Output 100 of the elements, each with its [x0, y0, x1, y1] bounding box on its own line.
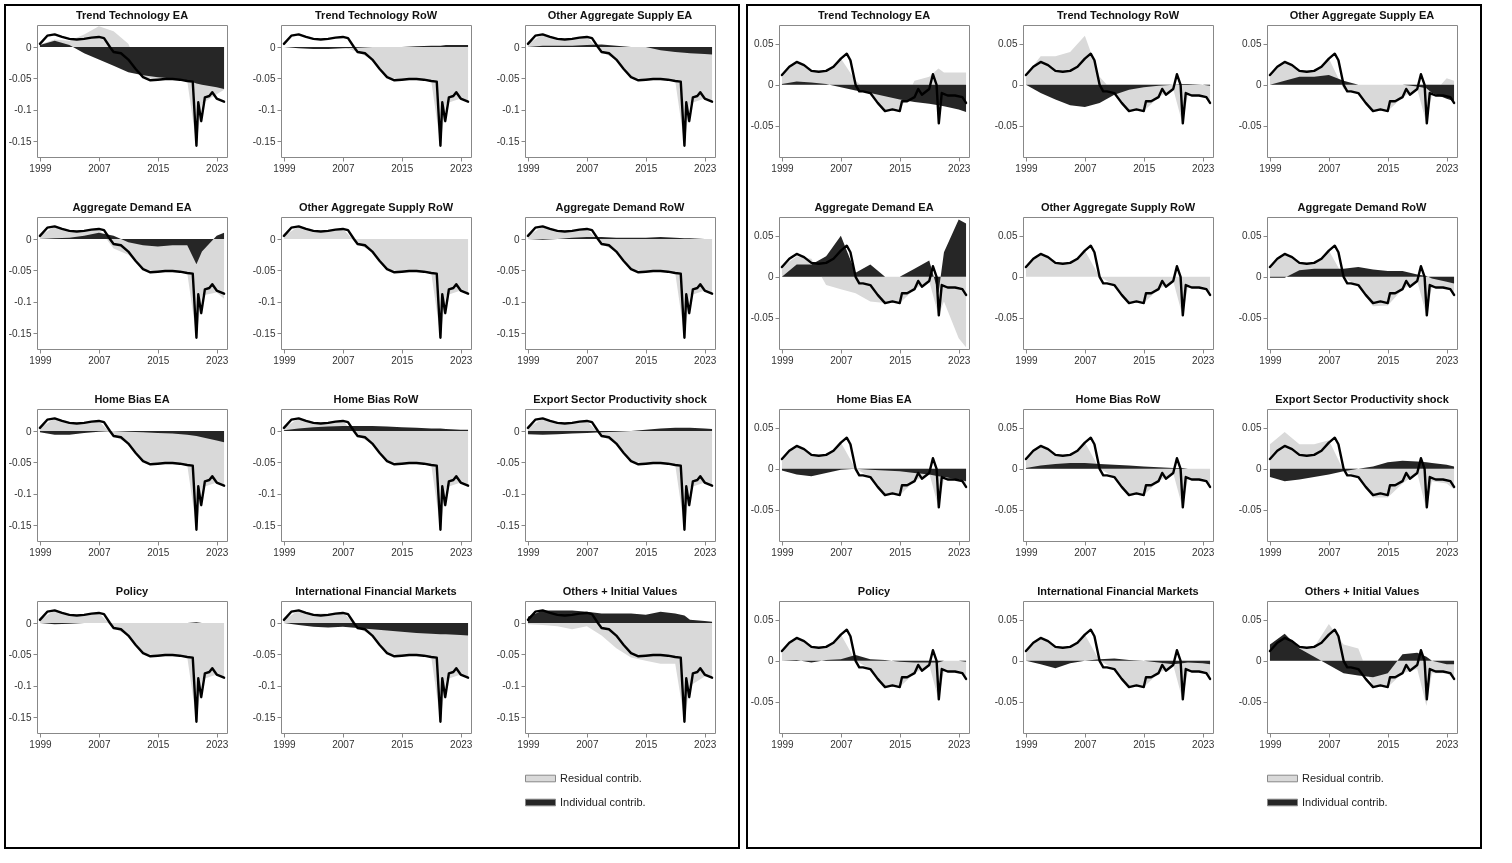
- x-tick-label: 2023: [694, 354, 717, 366]
- y-tick-label: -0.05: [252, 648, 276, 660]
- x-tick-label: 2015: [391, 738, 414, 750]
- x-tick-label: 1999: [273, 738, 297, 750]
- x-tick-label: 2023: [948, 354, 971, 366]
- y-tick-label: 0.05: [998, 38, 1018, 50]
- x-tick-label: 2023: [1436, 546, 1459, 558]
- y-tick-label: 0: [1255, 79, 1262, 91]
- y-tick-label: 0: [269, 617, 276, 629]
- x-tick-label: 1999: [1259, 354, 1283, 366]
- y-tick-label: -0.1: [502, 488, 520, 500]
- y-tick-label: -0.15: [8, 135, 32, 147]
- x-tick-label: 2015: [1377, 162, 1400, 174]
- y-tick-label: 0: [269, 425, 276, 437]
- y-tick-label: -0.05: [994, 504, 1018, 516]
- x-tick-label: 2015: [147, 738, 170, 750]
- y-tick-label: 0: [1255, 463, 1262, 475]
- x-tick-label: 1999: [771, 162, 795, 174]
- x-tick-label: 2007: [332, 162, 355, 174]
- y-tick-label: -0.05: [1238, 504, 1262, 516]
- chart-title: Other Aggregate Supply RoW: [298, 201, 454, 213]
- x-tick-label: 2023: [948, 738, 971, 750]
- chart-title: Trend Technology EA: [75, 9, 189, 21]
- chart-title: International Financial Markets: [295, 585, 457, 597]
- chart-title: Home Bias RoW: [333, 393, 420, 405]
- x-tick-label: 2015: [1377, 546, 1400, 558]
- x-tick-label: 2007: [88, 738, 111, 750]
- y-tick-label: -0.1: [258, 296, 276, 308]
- x-tick-label: 2007: [1074, 162, 1097, 174]
- x-tick-label: 1999: [29, 354, 53, 366]
- x-tick-label: 1999: [273, 546, 297, 558]
- legend-label: Residual contrib.: [560, 771, 642, 784]
- x-tick-label: 2023: [450, 738, 473, 750]
- x-tick-label: 2023: [450, 354, 473, 366]
- y-tick-label: -0.05: [496, 72, 520, 84]
- x-tick-label: 1999: [517, 162, 541, 174]
- y-tick-label: -0.05: [8, 264, 32, 276]
- x-tick-label: 2015: [391, 162, 414, 174]
- x-tick-label: 2015: [1133, 354, 1156, 366]
- y-tick-label: -0.1: [14, 680, 32, 692]
- y-tick-label: 0.05: [998, 614, 1018, 626]
- y-tick-label: 0: [1255, 655, 1262, 667]
- y-tick-label: 0.05: [754, 614, 774, 626]
- y-tick-label: -0.1: [502, 104, 520, 116]
- x-tick-label: 1999: [517, 738, 541, 750]
- legend-label: Individual contrib.: [1302, 795, 1388, 808]
- x-tick-label: 2007: [1074, 738, 1097, 750]
- chart-title: Other Aggregate Supply RoW: [1040, 201, 1196, 213]
- x-tick-label: 1999: [1259, 162, 1283, 174]
- y-tick-label: 0.05: [1242, 230, 1262, 242]
- y-tick-label: -0.1: [14, 104, 32, 116]
- x-tick-label: 2015: [147, 162, 170, 174]
- y-tick-label: -0.1: [258, 488, 276, 500]
- x-tick-label: 2023: [1436, 162, 1459, 174]
- y-tick-label: -0.05: [252, 72, 276, 84]
- chart-title: Aggregate Demand EA: [814, 201, 934, 213]
- y-tick-label: -0.15: [8, 519, 32, 531]
- x-tick-label: 2015: [889, 162, 912, 174]
- y-tick-label: 0: [1255, 271, 1262, 283]
- x-tick-label: 2015: [1377, 354, 1400, 366]
- x-tick-label: 2023: [1436, 738, 1459, 750]
- y-tick-label: -0.05: [994, 696, 1018, 708]
- chart-title: Trend Technology RoW: [1056, 9, 1180, 21]
- chart-title: Others + Initial Values: [1304, 585, 1420, 597]
- x-tick-label: 2015: [147, 354, 170, 366]
- x-tick-label: 2023: [1192, 162, 1215, 174]
- y-tick-label: -0.15: [252, 519, 276, 531]
- x-tick-label: 2007: [1318, 162, 1341, 174]
- x-tick-label: 2023: [1192, 546, 1215, 558]
- x-tick-label: 2007: [88, 354, 111, 366]
- y-tick-label: 0: [767, 655, 774, 667]
- x-tick-label: 2007: [88, 546, 111, 558]
- y-tick-label: -0.05: [8, 456, 32, 468]
- x-tick-label: 2015: [889, 738, 912, 750]
- legend-label: Individual contrib.: [560, 795, 646, 808]
- x-tick-label: 2023: [1192, 354, 1215, 366]
- x-tick-label: 1999: [771, 354, 795, 366]
- x-tick-label: 1999: [29, 738, 53, 750]
- y-tick-label: 0: [513, 233, 520, 245]
- y-tick-label: 0: [513, 425, 520, 437]
- y-tick-label: -0.15: [496, 519, 520, 531]
- y-tick-label: -0.05: [750, 504, 774, 516]
- y-tick-label: -0.05: [252, 456, 276, 468]
- y-tick-label: -0.15: [496, 327, 520, 339]
- y-tick-label: 0: [25, 425, 32, 437]
- x-tick-label: 2007: [332, 738, 355, 750]
- x-tick-label: 2023: [694, 546, 717, 558]
- chart-title: Other Aggregate Supply EA: [1289, 9, 1435, 21]
- y-tick-label: 0.05: [998, 230, 1018, 242]
- y-tick-label: -0.05: [750, 312, 774, 324]
- x-tick-label: 1999: [1259, 738, 1283, 750]
- x-tick-label: 2023: [694, 738, 717, 750]
- y-tick-label: -0.05: [994, 312, 1018, 324]
- y-tick-label: -0.05: [1238, 312, 1262, 324]
- x-tick-label: 2015: [635, 546, 658, 558]
- line-series: [780, 244, 968, 317]
- x-tick-label: 2007: [1318, 738, 1341, 750]
- x-tick-label: 1999: [273, 354, 297, 366]
- chart-title: Policy: [857, 585, 892, 597]
- y-tick-label: 0: [1011, 271, 1018, 283]
